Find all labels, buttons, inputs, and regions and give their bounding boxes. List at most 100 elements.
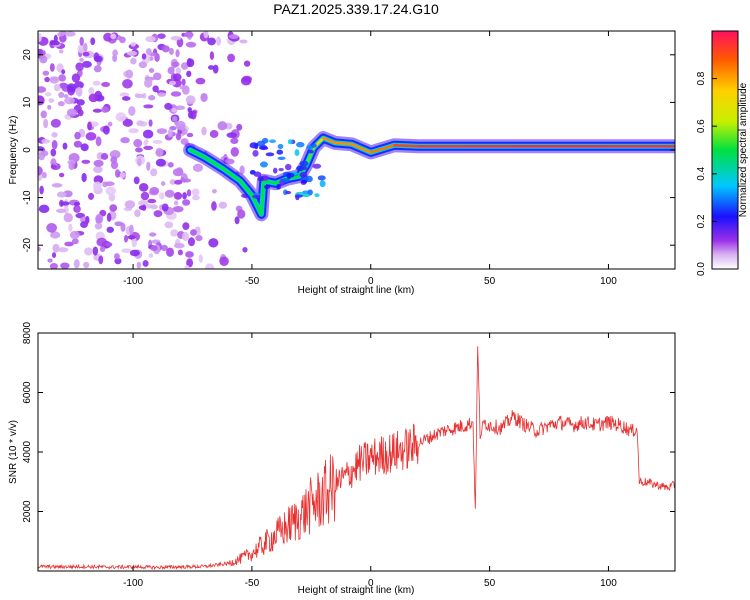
noise-blob xyxy=(181,78,186,86)
colorbar-tick-label: 0.8 xyxy=(696,71,707,85)
noise-blob xyxy=(137,158,142,167)
ridge-speckle xyxy=(265,152,275,157)
noise-blob xyxy=(224,158,235,165)
noise-blob xyxy=(185,41,197,48)
noise-blob xyxy=(40,110,47,119)
noise-blob xyxy=(51,183,63,188)
ridge-speckle xyxy=(263,184,271,189)
x-tick-label: -100 xyxy=(123,578,143,589)
noise-blob xyxy=(51,132,58,138)
noise-blob xyxy=(150,168,158,177)
noise-blob xyxy=(59,172,65,178)
noise-blob xyxy=(101,106,109,113)
noise-blob xyxy=(58,49,64,54)
noise-blob xyxy=(148,95,156,101)
ridge-speckle xyxy=(301,179,308,184)
noise-blob xyxy=(191,188,200,196)
noise-blob xyxy=(122,78,133,89)
noise-blob xyxy=(142,260,149,267)
noise-blob xyxy=(203,31,209,39)
colorbar-tick-label: 0.6 xyxy=(696,119,707,133)
ridge-segment xyxy=(222,167,242,183)
noise-blob xyxy=(192,163,204,172)
noise-blob xyxy=(127,235,136,240)
noise-blob xyxy=(82,51,90,57)
noise-blob xyxy=(105,186,117,196)
colorbar-tick-label: 0.0 xyxy=(696,262,707,276)
ridge-speckle xyxy=(319,180,326,188)
noise-blob xyxy=(108,193,116,202)
noise-blob xyxy=(76,99,85,106)
noise-blob xyxy=(170,91,182,97)
noise-blob xyxy=(81,60,92,68)
noise-blob xyxy=(138,61,147,69)
noise-blob xyxy=(88,192,95,200)
noise-blob xyxy=(207,37,216,46)
noise-blob xyxy=(134,209,141,218)
noise-blob xyxy=(236,123,243,131)
noise-blob xyxy=(146,161,151,171)
noise-blob xyxy=(64,31,76,37)
noise-blob xyxy=(83,261,90,269)
ridge-speckle xyxy=(285,163,292,171)
noise-blob xyxy=(80,143,89,152)
noise-blob xyxy=(142,129,154,139)
noise-blob xyxy=(99,245,106,253)
noise-blob xyxy=(164,221,174,229)
noise-blob xyxy=(143,145,154,151)
snr-panel: -100 -50 0 50 100 2000 4000 6000 8000 Height of… xyxy=(8,321,676,596)
noise-blob xyxy=(164,102,173,110)
noise-blob xyxy=(190,229,197,236)
noise-blob xyxy=(75,205,80,213)
ridge-speckle xyxy=(296,141,305,148)
noise-blob xyxy=(41,50,46,56)
noise-blob xyxy=(114,253,120,260)
noise-blob xyxy=(110,33,117,40)
noise-blob xyxy=(186,57,192,68)
noise-blob xyxy=(101,81,111,88)
noise-blob xyxy=(239,39,248,44)
noise-blob xyxy=(153,210,163,218)
noise-blob xyxy=(212,64,219,74)
noise-blob xyxy=(125,69,134,79)
noise-blob xyxy=(84,247,93,256)
ridge-speckle xyxy=(277,143,284,149)
noise-blob xyxy=(175,67,182,75)
ridge-speckle xyxy=(296,165,305,172)
noise-blob xyxy=(94,55,103,63)
noise-blob xyxy=(112,49,118,57)
noise-blob xyxy=(109,204,118,212)
noise-blob xyxy=(217,121,228,131)
noise-blob xyxy=(144,78,153,88)
noise-blob xyxy=(58,74,67,82)
colorbar-tick-label: 0.2 xyxy=(696,214,707,228)
noise-blob xyxy=(240,76,252,86)
noise-blob xyxy=(103,32,113,42)
noise-blob xyxy=(49,63,55,72)
noise-blob xyxy=(61,69,66,75)
noise-blob xyxy=(158,192,165,200)
noise-blob xyxy=(58,91,65,99)
noise-blob xyxy=(93,166,103,174)
noise-blob xyxy=(75,62,84,72)
noise-blob xyxy=(46,223,58,233)
ridge-speckle xyxy=(281,178,290,183)
noise-blob xyxy=(44,92,52,97)
ridge-segment xyxy=(238,179,254,197)
noise-blob xyxy=(171,116,178,122)
noise-blob xyxy=(166,247,174,257)
noise-blob xyxy=(51,164,58,170)
colorbar: 0.0 0.2 0.4 0.6 0.8 Normalized spectral ampl… xyxy=(696,30,749,276)
noise-blob xyxy=(43,118,49,129)
noise-blob xyxy=(160,181,166,186)
spectrogram-x-label: Height of straight line (km) xyxy=(298,285,415,296)
y-tick-label: 8000 xyxy=(22,321,33,344)
noise-blob xyxy=(87,121,92,131)
noise-blob xyxy=(150,245,158,252)
noise-blob xyxy=(170,229,179,237)
ridge-speckle xyxy=(301,193,311,198)
noise-blob xyxy=(184,31,194,38)
noise-blob xyxy=(207,65,215,70)
y-tick-label: 4000 xyxy=(22,440,33,463)
